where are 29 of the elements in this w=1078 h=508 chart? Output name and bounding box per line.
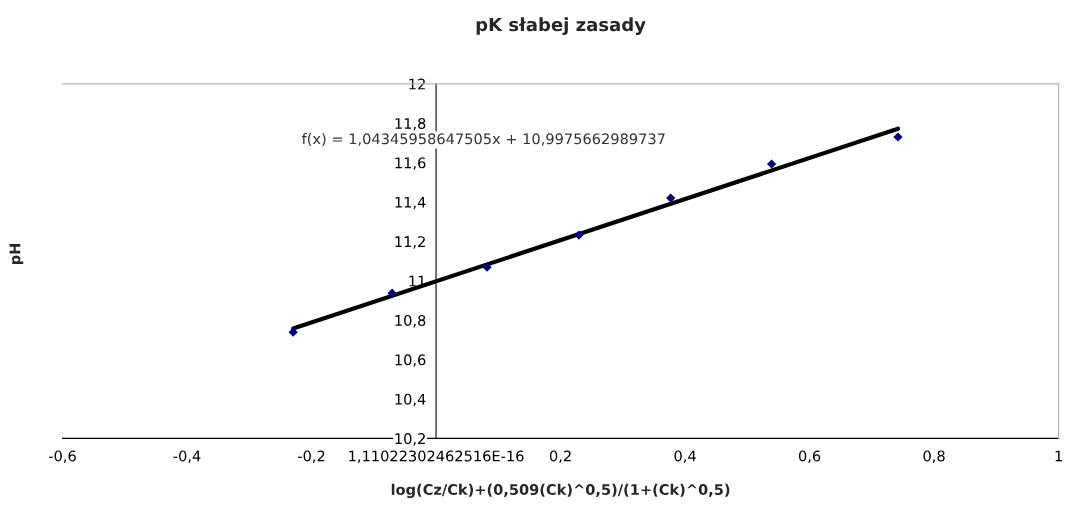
x-axis-title: log(Cz/Ck)+(0,509(Ck)^0,5)/(1+(Ck)^0,5) xyxy=(391,483,730,498)
y-tick-label: 11,4 xyxy=(395,196,426,210)
point xyxy=(666,193,676,203)
x-tick-label: -0,2 xyxy=(298,450,325,463)
chart-title: pK słabej zasady xyxy=(476,17,646,35)
x-tick-label: 0,8 xyxy=(923,450,945,463)
y-tick-label: 10,6 xyxy=(395,354,426,367)
x-tick-label: 0,6 xyxy=(798,450,821,463)
y-tick-label: 11,8 xyxy=(395,117,426,131)
x-tick-label: 0,4 xyxy=(674,450,696,463)
y-tick-label: 10,2 xyxy=(395,433,425,446)
point xyxy=(482,262,492,272)
point xyxy=(387,288,397,298)
y-tick-label: 10,4 xyxy=(395,393,426,407)
annotation: f(x) = 1,04345958647505x + 10,9975662989737 xyxy=(301,133,665,147)
y-tick-label: 12 xyxy=(409,78,425,90)
x-tick-label: -0,6 xyxy=(49,450,76,463)
y-tick-label: 11,6 xyxy=(395,157,426,170)
point xyxy=(574,230,584,240)
point xyxy=(288,327,298,337)
x-tick-label: 1 xyxy=(1055,450,1062,462)
x-tick-label: 1,11022302462516E-16 xyxy=(349,450,524,463)
point xyxy=(767,159,777,169)
x-tick-label: 0,2 xyxy=(549,450,571,463)
y-tick-label: 10,8 xyxy=(395,314,426,328)
y-tick-label: 11,2 xyxy=(395,236,425,249)
point xyxy=(893,132,903,142)
x-tick-label: -0,4 xyxy=(173,450,201,463)
y-axis-title: pH xyxy=(9,244,24,265)
